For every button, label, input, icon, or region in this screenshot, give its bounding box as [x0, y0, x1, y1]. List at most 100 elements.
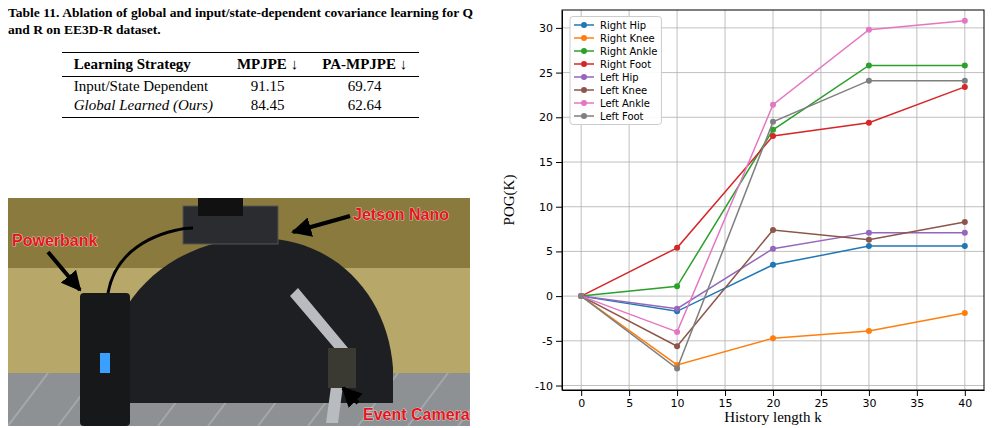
tick: 5 [546, 245, 562, 258]
marker [962, 62, 968, 68]
marker [962, 84, 968, 90]
legend-marker [581, 22, 587, 28]
table-cell: 84.45 [225, 96, 310, 118]
photo: Jetson NanoPowerbankEvent Camera [8, 198, 470, 426]
series-line [581, 65, 965, 296]
legend-marker [581, 87, 587, 93]
grid-line [562, 385, 984, 386]
legend-marker [581, 74, 587, 80]
tick-label: -10 [535, 380, 553, 393]
tick-mark [725, 390, 726, 396]
legend-label: Left Hip [600, 72, 639, 83]
tick: 10 [539, 201, 562, 214]
tick: 20 [767, 390, 781, 410]
legend-label: Right Hip [600, 20, 646, 31]
table-cell: Input/State Dependent [62, 77, 225, 97]
marker [674, 306, 680, 312]
arrow [343, 388, 358, 403]
marker [866, 230, 872, 236]
tick: 10 [671, 390, 685, 410]
tick-label: 40 [958, 397, 972, 410]
marker [770, 335, 776, 341]
tick-label: 20 [767, 397, 781, 410]
grid-line [725, 10, 726, 390]
tick-label: 20 [539, 111, 553, 124]
marker [866, 120, 872, 126]
tick: 40 [958, 390, 972, 410]
series-line [581, 246, 965, 311]
tick-mark [581, 390, 582, 396]
tick-mark [556, 207, 562, 208]
floor-pattern [8, 373, 48, 426]
marker [770, 102, 776, 108]
marker [962, 219, 968, 225]
legend-label: Left Foot [600, 111, 644, 122]
table-caption: Table 11. Ablation of global and input/s… [8, 4, 473, 38]
grid-line [562, 162, 984, 163]
tick-mark [773, 390, 774, 396]
table-row: Input/State Dependent91.1569.74 [62, 77, 420, 97]
tick: -10 [535, 380, 562, 393]
tick-label: 10 [671, 397, 685, 410]
tick-mark [556, 296, 562, 297]
tick-label: 5 [546, 245, 553, 258]
marker [866, 78, 872, 84]
legend-marker [581, 35, 587, 41]
grid [562, 10, 984, 390]
table-cell: Global Learned (Ours) [62, 96, 225, 118]
photo-label: Event Camera [363, 406, 470, 423]
tick-label: 30 [539, 22, 553, 35]
tick-mark [821, 390, 822, 396]
tick: 0 [578, 390, 585, 410]
tick-label: 25 [539, 67, 553, 80]
photo-background [8, 198, 470, 426]
tick-mark [677, 390, 678, 396]
grid-line [916, 10, 917, 390]
table-cell: 62.64 [310, 96, 419, 118]
marker [674, 329, 680, 335]
marker [866, 328, 872, 334]
column-head: Learning Strategy [62, 53, 225, 77]
tick-mark [629, 390, 630, 396]
marker [578, 293, 584, 299]
marker [578, 293, 584, 299]
tick-label: 0 [546, 290, 553, 303]
grid-line [773, 10, 774, 390]
grid-line [562, 206, 984, 207]
legend-label: Right Foot [600, 59, 651, 70]
marker [962, 310, 968, 316]
legend-marker [581, 48, 587, 54]
table-panel: Table 11. Ablation of global and input/s… [8, 4, 473, 118]
table: Learning StrategyMPJPE ↓PA-MPJPE ↓Input/… [62, 52, 420, 118]
marker [578, 293, 584, 299]
tick-mark [556, 341, 562, 342]
tick: 5 [626, 390, 633, 410]
series-line [581, 233, 965, 309]
legend: Right HipRight KneeRight AnkleRight Foot… [570, 17, 661, 125]
legend-marker [581, 100, 587, 106]
tick-mark [965, 390, 966, 396]
photo-label: Powerbank [12, 232, 97, 249]
tick-mark [556, 386, 562, 387]
marker [770, 227, 776, 233]
series-line [581, 222, 965, 346]
marker [866, 62, 872, 68]
tick: 35 [910, 390, 924, 410]
tick-label: 15 [539, 156, 553, 169]
powerbank [80, 293, 130, 426]
marker [866, 243, 872, 249]
series-line [581, 21, 965, 332]
column-head: PA-MPJPE ↓ [310, 53, 419, 77]
arrow [293, 216, 350, 232]
powerbank-display [100, 353, 110, 373]
marker [674, 283, 680, 289]
marker [578, 293, 584, 299]
tick: 30 [862, 390, 876, 410]
helmet [103, 238, 393, 403]
tick-label: 5 [626, 397, 633, 410]
marker [962, 243, 968, 249]
table-row: Global Learned (Ours)84.4562.64 [62, 96, 420, 118]
tick: 15 [539, 156, 562, 169]
tick-mark [556, 28, 562, 29]
tick: 25 [814, 390, 828, 410]
